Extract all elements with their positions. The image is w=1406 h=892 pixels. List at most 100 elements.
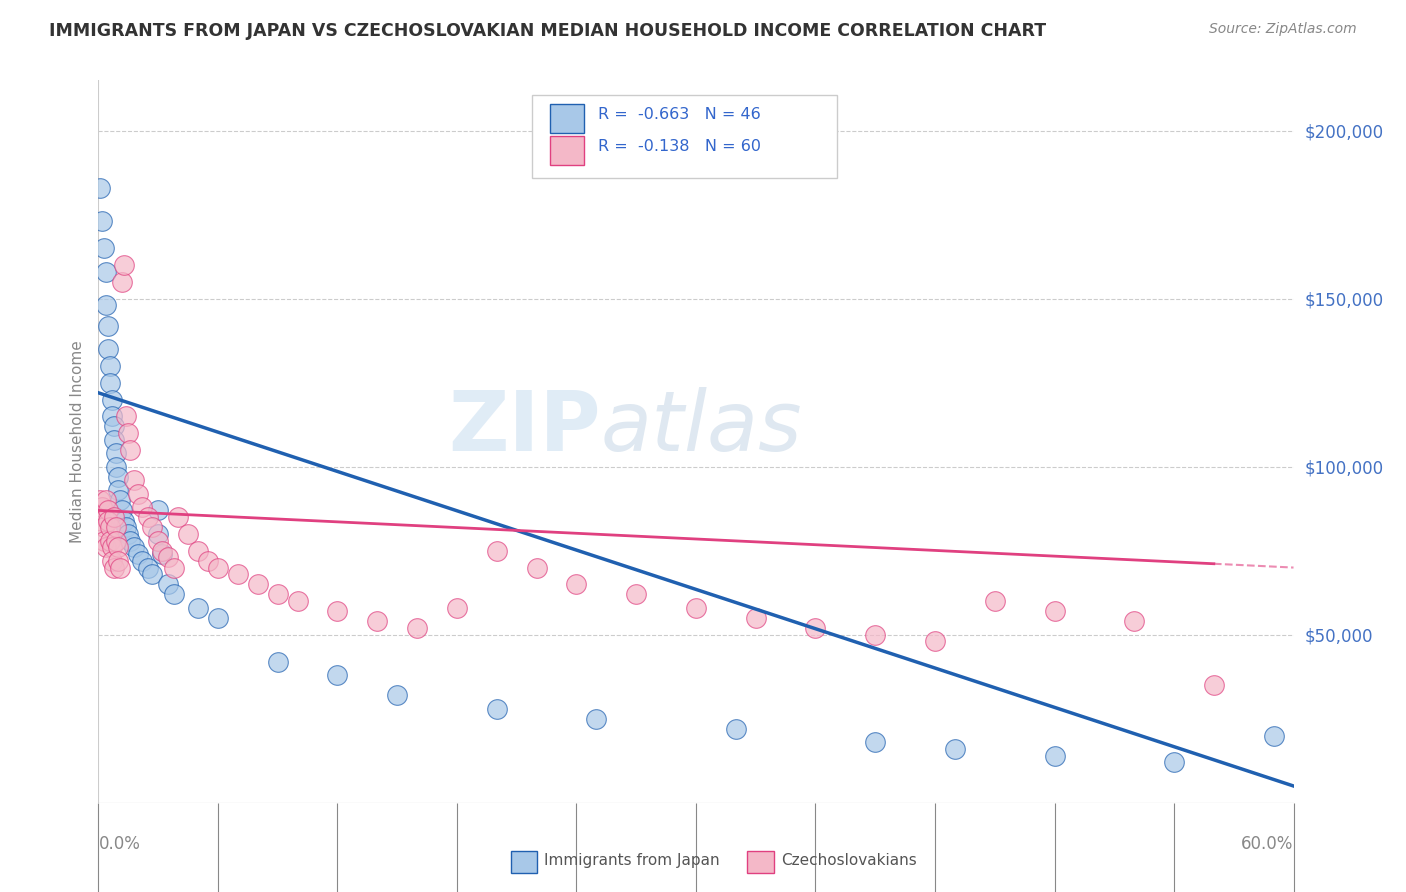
Point bbox=[485, 702, 508, 716]
Point bbox=[112, 514, 135, 528]
Point bbox=[120, 533, 142, 548]
Point bbox=[326, 668, 349, 682]
Point bbox=[97, 342, 120, 356]
Point bbox=[107, 541, 129, 555]
Point bbox=[103, 510, 125, 524]
Point bbox=[148, 527, 170, 541]
Point bbox=[207, 611, 229, 625]
Point bbox=[97, 514, 120, 528]
Text: R =  -0.138   N = 60: R = -0.138 N = 60 bbox=[598, 138, 761, 153]
Point bbox=[115, 409, 138, 424]
Point bbox=[745, 611, 768, 625]
Point bbox=[103, 419, 125, 434]
Point bbox=[163, 560, 186, 574]
Point bbox=[197, 554, 219, 568]
Point bbox=[141, 567, 163, 582]
Bar bbox=[550, 136, 583, 165]
Bar bbox=[748, 851, 773, 873]
Point bbox=[107, 483, 129, 498]
Text: atlas: atlas bbox=[600, 386, 801, 467]
Point bbox=[1263, 729, 1285, 743]
Point bbox=[366, 615, 388, 629]
Point bbox=[124, 541, 146, 555]
Point bbox=[91, 500, 114, 514]
Point bbox=[187, 600, 209, 615]
Point bbox=[148, 503, 170, 517]
Point bbox=[105, 533, 128, 548]
Point bbox=[117, 527, 139, 541]
Point bbox=[526, 560, 548, 574]
Point bbox=[97, 503, 120, 517]
Point bbox=[1163, 756, 1185, 770]
Point bbox=[105, 446, 128, 460]
Point bbox=[115, 520, 138, 534]
Point bbox=[984, 594, 1007, 608]
Point bbox=[89, 181, 111, 195]
Point bbox=[804, 621, 827, 635]
Point bbox=[101, 554, 124, 568]
Point bbox=[117, 426, 139, 441]
Text: IMMIGRANTS FROM JAPAN VS CZECHOSLOVAKIAN MEDIAN HOUSEHOLD INCOME CORRELATION CHA: IMMIGRANTS FROM JAPAN VS CZECHOSLOVAKIAN… bbox=[49, 22, 1046, 40]
Point bbox=[98, 520, 122, 534]
Point bbox=[91, 514, 114, 528]
Point bbox=[101, 392, 124, 407]
Point bbox=[485, 543, 508, 558]
Point bbox=[446, 600, 468, 615]
Point bbox=[96, 541, 118, 555]
Point bbox=[93, 241, 115, 255]
Point bbox=[287, 594, 309, 608]
Point bbox=[96, 493, 118, 508]
Point bbox=[93, 533, 115, 548]
Point bbox=[98, 533, 122, 548]
Point bbox=[136, 510, 159, 524]
Point bbox=[96, 298, 118, 312]
Point bbox=[267, 655, 290, 669]
Point bbox=[157, 577, 180, 591]
Point bbox=[685, 600, 707, 615]
Point bbox=[91, 214, 114, 228]
Point bbox=[141, 520, 163, 534]
Point bbox=[177, 527, 200, 541]
Point bbox=[96, 265, 118, 279]
Point bbox=[131, 500, 153, 514]
Point bbox=[103, 433, 125, 447]
Text: Czechoslovakians: Czechoslovakians bbox=[780, 853, 917, 868]
Point bbox=[111, 275, 134, 289]
Bar bbox=[510, 851, 537, 873]
Point bbox=[89, 493, 111, 508]
Point bbox=[207, 560, 229, 574]
Text: R =  -0.663   N = 46: R = -0.663 N = 46 bbox=[598, 107, 761, 121]
Point bbox=[105, 459, 128, 474]
Point bbox=[127, 547, 149, 561]
Point bbox=[97, 318, 120, 333]
Text: 0.0%: 0.0% bbox=[98, 835, 141, 854]
Point bbox=[406, 621, 429, 635]
Point bbox=[150, 543, 173, 558]
Point bbox=[1043, 748, 1066, 763]
Point bbox=[1202, 678, 1225, 692]
Point bbox=[98, 359, 122, 373]
Point bbox=[943, 742, 966, 756]
Point bbox=[187, 543, 209, 558]
Point bbox=[101, 541, 124, 555]
Point bbox=[565, 577, 588, 591]
Point bbox=[107, 554, 129, 568]
Point bbox=[865, 628, 887, 642]
Point bbox=[150, 547, 173, 561]
Point bbox=[105, 520, 128, 534]
Text: Source: ZipAtlas.com: Source: ZipAtlas.com bbox=[1209, 22, 1357, 37]
Text: Immigrants from Japan: Immigrants from Japan bbox=[544, 853, 720, 868]
Y-axis label: Median Household Income: Median Household Income bbox=[69, 340, 84, 543]
Point bbox=[136, 560, 159, 574]
Point bbox=[131, 554, 153, 568]
Point bbox=[112, 258, 135, 272]
Text: ZIP: ZIP bbox=[449, 386, 600, 467]
Point bbox=[626, 587, 648, 601]
Point bbox=[163, 587, 186, 601]
Point bbox=[111, 503, 134, 517]
Point bbox=[724, 722, 747, 736]
Point bbox=[120, 442, 142, 457]
Point bbox=[101, 409, 124, 424]
Point bbox=[167, 510, 190, 524]
Point bbox=[93, 520, 115, 534]
